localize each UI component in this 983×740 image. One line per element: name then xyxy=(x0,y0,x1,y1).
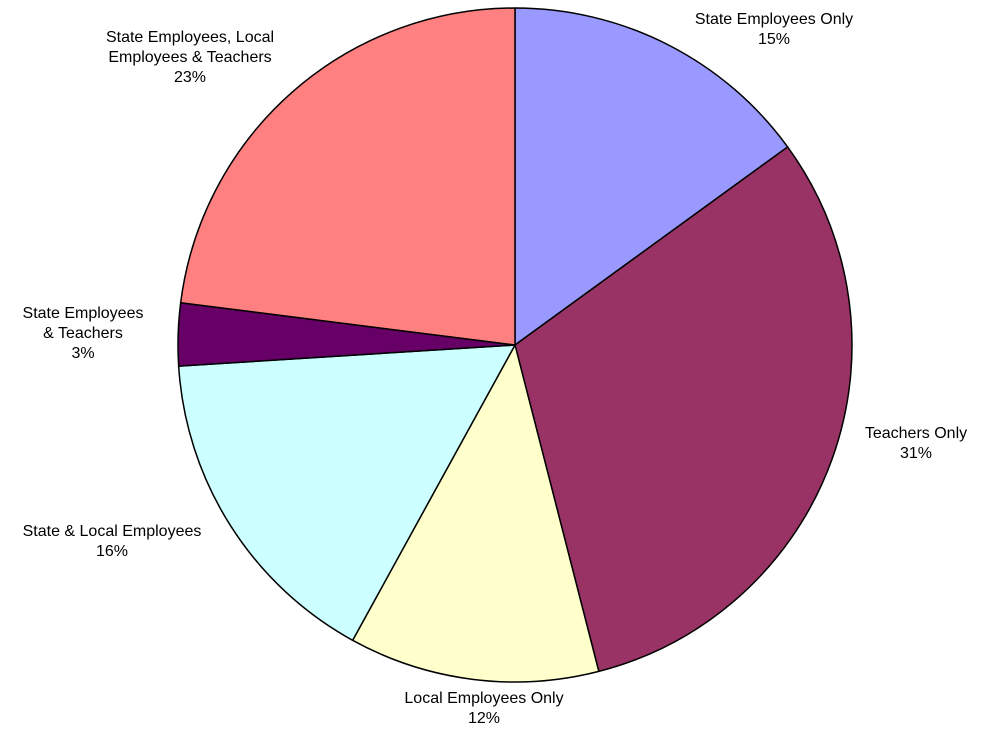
slice-label-line: State Employees, Local xyxy=(106,29,274,46)
slice-label: State Employees & Teachers 3% xyxy=(23,305,144,362)
pie-slices xyxy=(177,7,853,683)
slice-percent: 15% xyxy=(758,31,790,48)
slice-percent: 12% xyxy=(468,710,500,727)
slice-label-line: State & Local Employees xyxy=(23,523,202,540)
slice-percent: 3% xyxy=(71,345,94,362)
slice-label-line: State Employees Only xyxy=(695,11,853,28)
slice-labels: State Employees Only 15% Teachers Only 31% L… xyxy=(23,11,968,727)
pie-slice xyxy=(514,146,853,673)
slice-label-line: Employees & Teachers xyxy=(108,49,271,66)
slice-label: Local Employees Only 12% xyxy=(404,690,563,727)
slice-label: Teachers Only 31% xyxy=(865,425,967,462)
slice-percent: 31% xyxy=(900,445,932,462)
pie-slice xyxy=(177,344,516,642)
slice-label-line: Local Employees Only xyxy=(404,690,563,707)
slice-label-line: & Teachers xyxy=(43,325,123,342)
slice-label: State Employees, Local Employees & Teache… xyxy=(106,29,274,86)
slice-percent: 23% xyxy=(174,69,206,86)
slice-label-line: State Employees xyxy=(23,305,144,322)
slice-label: State Employees Only 15% xyxy=(695,11,853,48)
slice-label: State & Local Employees 16% xyxy=(23,523,202,560)
pie-slice xyxy=(179,7,516,346)
slice-percent: 16% xyxy=(96,543,128,560)
slice-label-line: Teachers Only xyxy=(865,425,967,442)
pie-slice xyxy=(514,7,789,346)
pie-slice xyxy=(351,344,600,683)
